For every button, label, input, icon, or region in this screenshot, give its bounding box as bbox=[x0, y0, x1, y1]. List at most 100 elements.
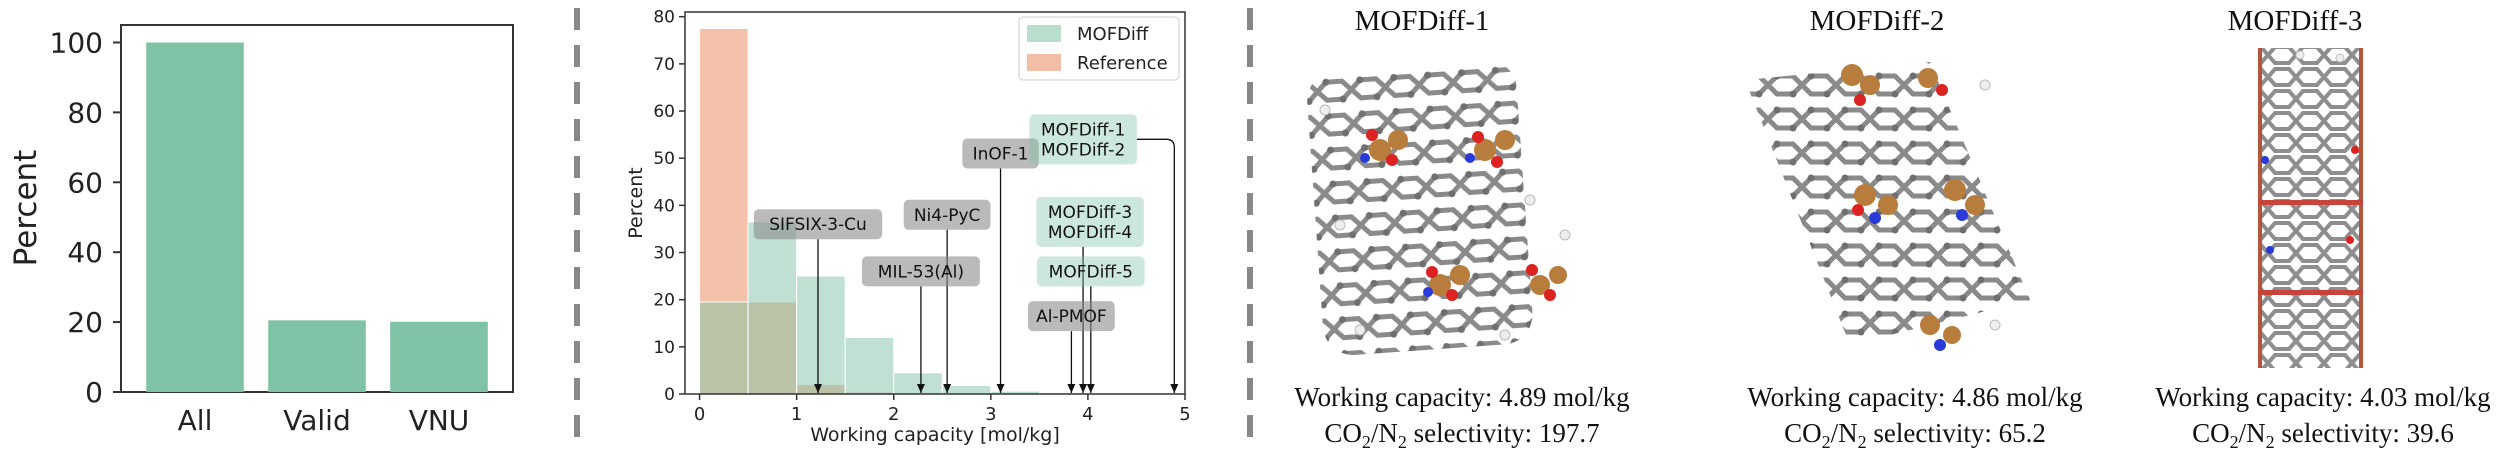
annotation-label: MOFDiff-4 bbox=[1048, 223, 1132, 243]
x-tick-label: 5 bbox=[1179, 404, 1190, 425]
structure-title: MOFDiff-3 bbox=[2228, 5, 2363, 37]
annotation-label: MOFDiff-1 bbox=[1041, 120, 1125, 140]
x-tick-label: 1 bbox=[791, 404, 802, 425]
crystal-image bbox=[1307, 60, 1571, 355]
annotation-ni4-pyc: Ni4-PyC bbox=[903, 199, 991, 393]
annotation-label: InOF-1 bbox=[973, 144, 1029, 164]
annotation-box bbox=[1028, 301, 1115, 332]
mofdiff-bin bbox=[796, 275, 846, 395]
structure-mofdiff-1: MOFDiff-1 Working capacity: 4.89 mol/kg … bbox=[1294, 5, 1629, 452]
bar-vnu bbox=[390, 321, 488, 392]
annotation-box bbox=[903, 199, 991, 230]
y-tick-label: 10 bbox=[653, 338, 675, 358]
annotation-label: Ni4-PyC bbox=[914, 206, 981, 226]
structure-title: MOFDiff-2 bbox=[1810, 5, 1945, 37]
working-capacity-text: Working capacity: 4.86 mol/kg bbox=[1747, 382, 2082, 412]
bar-chart-panel: 0 20 40 60 80 100 All Valid VNU Percent bbox=[8, 24, 514, 437]
legend-swatch-reference bbox=[1027, 54, 1061, 71]
y-tick-label: 0 bbox=[85, 376, 103, 409]
y-tick-label: 40 bbox=[653, 196, 675, 216]
bar-chart-y-ticks: 0 20 40 60 80 100 bbox=[50, 26, 121, 409]
structure-title: MOFDiff-1 bbox=[1355, 5, 1490, 37]
working-capacity-text: Working capacity: 4.89 mol/kg bbox=[1294, 382, 1629, 412]
annotation-sifsix-3-cu: SIFSIX-3-Cu bbox=[753, 209, 883, 393]
y-tick-label: 80 bbox=[653, 8, 675, 28]
annotation-inof-1: InOF-1 bbox=[962, 138, 1039, 393]
annotation-al-pmof: Al-PMOF bbox=[1028, 301, 1115, 393]
selectivity-text: CO2/N2 selectivity: 197.7 bbox=[1324, 418, 1599, 452]
y-tick-label: 20 bbox=[67, 306, 103, 339]
histogram-panel: 0 10 20 30 40 50 60 70 80 0 1 2 3 4 5 SIFSIX-3-Cu Ni4-P… bbox=[625, 8, 1191, 446]
crystal-image bbox=[2258, 48, 2363, 368]
annotation-label: Al-PMOF bbox=[1036, 307, 1107, 327]
working-capacity-text: Working capacity: 4.03 mol/kg bbox=[2155, 382, 2490, 412]
annotation-arrowhead bbox=[916, 384, 925, 393]
selectivity-text: CO2/N2 selectivity: 65.2 bbox=[1784, 418, 2046, 452]
structure-mofdiff-2: MOFDiff-2 Working capacity: 4.86 mol/kg … bbox=[1745, 5, 2083, 452]
histogram-y-axis-label: Percent bbox=[625, 167, 647, 239]
annotation-arrowhead bbox=[814, 384, 823, 393]
histogram-ticks: 0 10 20 30 40 50 60 70 80 0 1 2 3 4 5 bbox=[653, 8, 1190, 425]
annotation-mofdiff-5: MOFDiff-5 bbox=[1037, 256, 1145, 393]
x-tick-label: Valid bbox=[283, 404, 350, 437]
annotation-arrowhead bbox=[996, 384, 1005, 393]
annotation-box bbox=[962, 138, 1039, 169]
structures-panel: MOFDiff-1 Working capacity: 4.89 mol/kg … bbox=[1294, 5, 2490, 452]
y-tick-label: 100 bbox=[50, 26, 103, 59]
structure-mofdiff-3: MOFDiff-3 Working capacity: 4.03 mol/kg … bbox=[2155, 5, 2490, 452]
annotation-box bbox=[1036, 196, 1144, 247]
y-tick-label: 40 bbox=[67, 236, 103, 269]
annotation-arrow bbox=[1136, 138, 1175, 393]
bar-chart-x-labels: All Valid VNU bbox=[178, 404, 470, 437]
crystal-image bbox=[1745, 62, 2030, 351]
y-tick-label: 70 bbox=[653, 55, 675, 75]
annotation-box bbox=[1029, 114, 1137, 165]
annotation-box bbox=[1037, 256, 1145, 287]
x-tick-label: 0 bbox=[694, 404, 705, 425]
x-tick-label: VNU bbox=[409, 404, 470, 437]
histogram-legend: MOFDiff Reference bbox=[1018, 16, 1180, 81]
selectivity-text: CO2/N2 selectivity: 39.6 bbox=[2192, 418, 2454, 452]
y-tick-label: 30 bbox=[653, 244, 675, 264]
y-tick-label: 0 bbox=[664, 385, 675, 405]
bar-chart-y-axis-label: Percent bbox=[8, 150, 44, 267]
bar-all bbox=[146, 42, 244, 392]
annotation-arrowhead bbox=[1170, 384, 1179, 393]
annotation-label: MOFDiff-5 bbox=[1049, 262, 1133, 282]
annotation-arrowhead bbox=[1067, 384, 1076, 393]
annotation-label: MOFDiff-3 bbox=[1048, 203, 1132, 223]
annotation-label: SIFSIX-3-Cu bbox=[769, 215, 867, 235]
annotation-arrowhead bbox=[943, 384, 952, 393]
annotation-box bbox=[753, 209, 883, 240]
histogram-frame bbox=[684, 11, 1186, 395]
annotation-label: MIL-53(Al) bbox=[878, 262, 964, 282]
y-tick-label: 60 bbox=[67, 166, 103, 199]
annotation-arrowhead bbox=[1079, 384, 1088, 393]
x-tick-label: All bbox=[178, 404, 213, 437]
mofdiff-bin bbox=[844, 336, 895, 395]
x-tick-label: 2 bbox=[888, 404, 899, 425]
y-tick-label: 20 bbox=[653, 291, 675, 311]
legend-label-mofdiff: MOFDiff bbox=[1077, 24, 1149, 45]
histogram-bars bbox=[699, 28, 1186, 395]
mofdiff-bin bbox=[893, 372, 943, 395]
annotation-box bbox=[861, 256, 980, 287]
y-tick-label: 60 bbox=[653, 102, 675, 122]
x-tick-label: 3 bbox=[985, 404, 996, 425]
mofdiff-bin bbox=[747, 221, 798, 395]
annotation-arrowhead bbox=[1086, 384, 1095, 393]
mofdiff-bin bbox=[699, 301, 749, 395]
histogram-annotations: SIFSIX-3-Cu Ni4-PyCMIL-53(Al)InOF-1MOFDif… bbox=[753, 114, 1179, 393]
y-tick-label: 50 bbox=[653, 149, 675, 169]
annotation-label: MOFDiff-2 bbox=[1041, 140, 1125, 160]
x-tick-label: 4 bbox=[1082, 404, 1093, 425]
legend-swatch-mofdiff bbox=[1027, 25, 1061, 42]
annotation-mil-53-al-: MIL-53(Al) bbox=[861, 256, 980, 393]
legend-label-reference: Reference bbox=[1077, 53, 1168, 74]
bar-valid bbox=[268, 320, 366, 392]
histogram-x-axis-label: Working capacity [mol/kg] bbox=[810, 424, 1060, 446]
y-tick-label: 80 bbox=[67, 96, 103, 129]
